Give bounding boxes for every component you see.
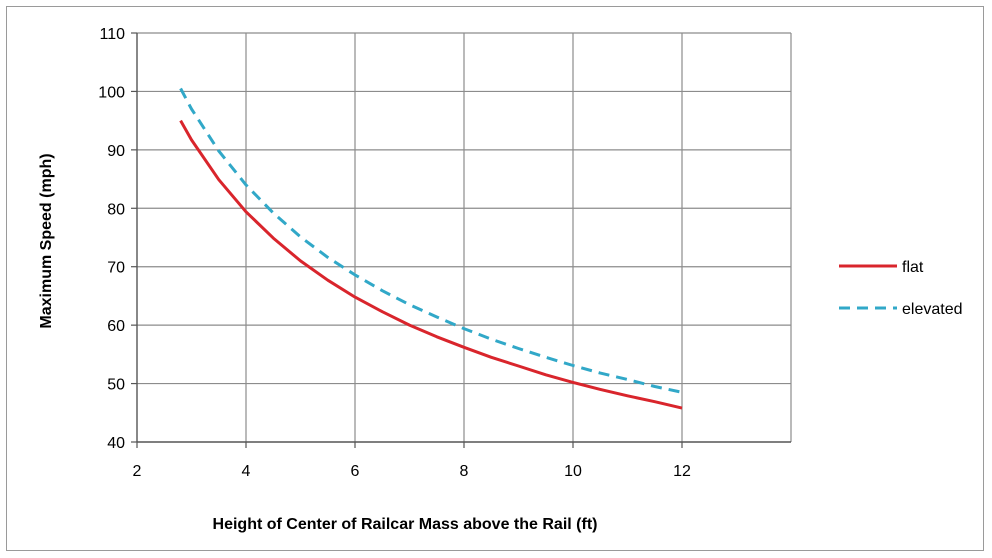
- y-tick-label: 100: [98, 84, 125, 101]
- x-tick-label: 4: [242, 463, 251, 480]
- y-tick-label: 110: [99, 26, 125, 43]
- y-tick-label: 50: [107, 377, 125, 394]
- y-tick-label: 40: [107, 435, 125, 452]
- y-tick-label: 90: [107, 143, 125, 160]
- legend-label-flat: flat: [902, 259, 924, 276]
- x-tick-label: 6: [351, 463, 360, 480]
- axes: [131, 32, 791, 448]
- y-tick-label: 60: [107, 318, 125, 335]
- x-tick-label: 10: [564, 463, 582, 480]
- legend: flat elevated: [839, 259, 963, 318]
- x-tick-label: 8: [460, 463, 469, 480]
- series-line-flat: [179, 119, 683, 410]
- series-line-elevated: [179, 87, 683, 394]
- tick-labels: 40 50 60 70 80 90 100 110 2 4 6 8 10 12: [98, 26, 691, 480]
- y-axis-title: Maximum Speed (mph): [38, 153, 55, 328]
- x-tick-label: 12: [673, 463, 691, 480]
- y-tick-label: 80: [107, 201, 125, 218]
- legend-label-elevated: elevated: [902, 301, 963, 318]
- line-chart: 40 50 60 70 80 90 100 110 2 4 6 8 10 12 Height of Cen…: [38, 26, 963, 533]
- x-tick-label: 2: [133, 463, 142, 480]
- grid: [137, 32, 792, 442]
- chart-frame: 40 50 60 70 80 90 100 110 2 4 6 8 10 12 Height of Cen…: [6, 6, 984, 551]
- series-lines: [179, 87, 683, 410]
- y-tick-label: 70: [107, 260, 125, 277]
- x-axis-title: Height of Center of Railcar Mass above t…: [213, 516, 598, 533]
